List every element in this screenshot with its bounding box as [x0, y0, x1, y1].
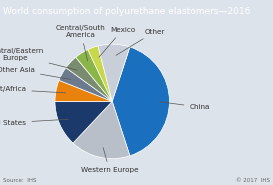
Wedge shape [112, 47, 170, 156]
Text: Source:  IHS: Source: IHS [3, 178, 36, 183]
Wedge shape [59, 68, 112, 101]
Text: World consumption of polyurethane elastomers—2016: World consumption of polyurethane elasto… [3, 7, 250, 16]
Text: China: China [160, 102, 210, 110]
Text: Other: Other [116, 28, 165, 55]
Text: Central/South
America: Central/South America [56, 25, 106, 61]
Text: Western Europe: Western Europe [81, 148, 138, 173]
Wedge shape [76, 50, 112, 101]
Wedge shape [73, 101, 130, 159]
Wedge shape [55, 80, 112, 101]
Wedge shape [98, 44, 130, 101]
Text: Mexico: Mexico [99, 27, 135, 57]
Text: Other Asia: Other Asia [0, 67, 70, 79]
Wedge shape [55, 101, 112, 143]
Text: Middle East/Africa: Middle East/Africa [0, 86, 66, 93]
Text: Central/Eastern
Europe: Central/Eastern Europe [0, 48, 77, 70]
Text: © 2017  IHS: © 2017 IHS [236, 178, 270, 183]
Wedge shape [88, 46, 112, 101]
Text: United States: United States [0, 119, 69, 126]
Wedge shape [66, 57, 112, 101]
